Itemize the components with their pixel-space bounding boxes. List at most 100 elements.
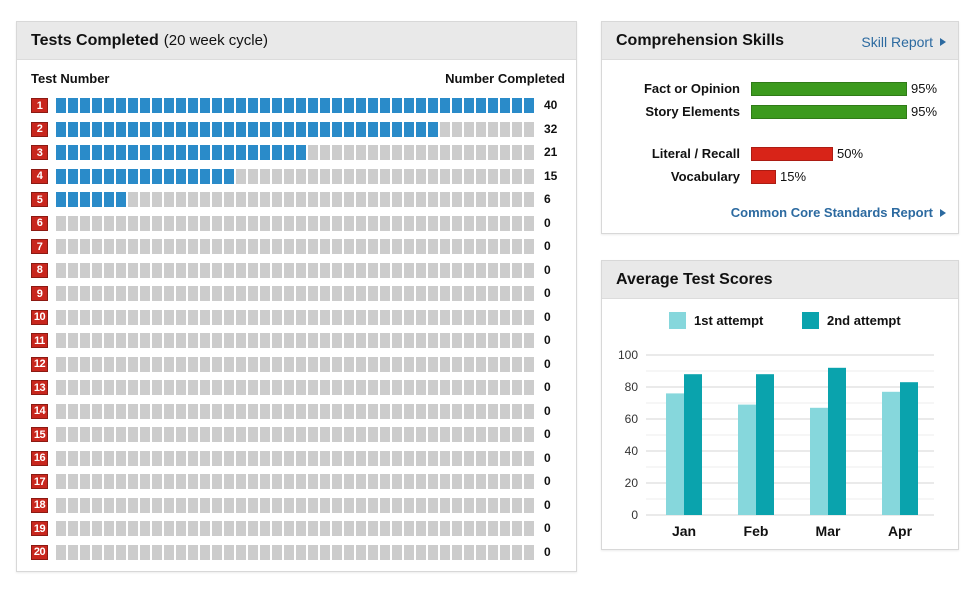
progress-cell-empty xyxy=(452,192,462,207)
progress-cell-empty xyxy=(92,450,102,466)
progress-cell-empty xyxy=(440,356,450,372)
progress-cell-empty xyxy=(140,286,150,301)
progress-cell-empty xyxy=(176,286,186,301)
progress-cell-empty xyxy=(116,309,126,325)
progress-cell-empty xyxy=(56,356,66,372)
progress-cell-filled xyxy=(284,121,294,137)
progress-cell-empty xyxy=(284,544,294,560)
progress-cell-filled xyxy=(116,192,126,207)
progress-cell-empty xyxy=(392,168,402,184)
progress-cell-filled xyxy=(188,168,198,184)
progress-cells xyxy=(56,239,534,254)
progress-cell-filled xyxy=(332,121,342,137)
progress-cell-empty xyxy=(488,309,498,325)
progress-cell-empty xyxy=(320,215,330,231)
progress-cell-filled xyxy=(200,168,210,184)
progress-cell-empty xyxy=(344,192,354,207)
progress-cell-empty xyxy=(476,192,486,207)
progress-cell-empty xyxy=(308,286,318,301)
progress-cell-empty xyxy=(392,544,402,560)
progress-cell-empty xyxy=(512,403,522,419)
progress-cell-empty xyxy=(476,450,486,466)
progress-cell-filled xyxy=(104,121,114,137)
progress-cell-filled xyxy=(236,121,246,137)
progress-cell-filled xyxy=(260,121,270,137)
progress-cell-empty xyxy=(524,333,534,348)
progress-cell-empty xyxy=(284,403,294,419)
progress-cell-empty xyxy=(56,286,66,301)
test-number-badge: 10 xyxy=(31,309,48,325)
progress-cell-empty xyxy=(440,497,450,513)
progress-cell-empty xyxy=(368,356,378,372)
progress-cell-filled xyxy=(176,145,186,160)
progress-cell-empty xyxy=(392,262,402,278)
progress-cell-empty xyxy=(380,521,390,536)
progress-cell-filled xyxy=(140,121,150,137)
progress-cell-empty xyxy=(284,192,294,207)
progress-cell-filled xyxy=(212,121,222,137)
progress-cell-empty xyxy=(176,239,186,254)
progress-cell-empty xyxy=(476,427,486,442)
progress-cell-empty xyxy=(488,286,498,301)
progress-cell-filled xyxy=(80,145,90,160)
progress-cell-empty xyxy=(200,427,210,442)
progress-cell-empty xyxy=(92,544,102,560)
progress-cell-empty xyxy=(344,497,354,513)
progress-cell-empty xyxy=(80,474,90,489)
progress-cell-empty xyxy=(488,544,498,560)
skill-bar xyxy=(751,105,907,119)
skill-percent: 95% xyxy=(911,104,938,119)
progress-cell-empty xyxy=(188,544,198,560)
progress-cell-empty xyxy=(236,168,246,184)
progress-cell-empty xyxy=(272,521,282,536)
progress-cell-empty xyxy=(140,521,150,536)
progress-cell-filled xyxy=(128,168,138,184)
skill-report-link[interactable]: Skill Report xyxy=(861,34,946,50)
progress-cell-empty xyxy=(428,521,438,536)
progress-cell-empty xyxy=(80,215,90,231)
progress-cell-filled xyxy=(128,121,138,137)
progress-cell-filled xyxy=(68,145,78,160)
progress-cell-empty xyxy=(56,333,66,348)
progress-cell-empty xyxy=(464,333,474,348)
skill-bar xyxy=(751,170,776,184)
progress-cell-empty xyxy=(488,145,498,160)
progress-cell-empty xyxy=(284,215,294,231)
progress-cell-empty xyxy=(128,286,138,301)
progress-cell-empty xyxy=(392,474,402,489)
progress-cell-empty xyxy=(200,521,210,536)
progress-cell-empty xyxy=(356,497,366,513)
progress-cell-filled xyxy=(80,192,90,207)
number-completed-value: 0 xyxy=(544,286,551,300)
progress-cell-empty xyxy=(200,309,210,325)
progress-cell-empty xyxy=(80,262,90,278)
progress-cell-empty xyxy=(452,450,462,466)
progress-cell-empty xyxy=(356,403,366,419)
tests-completed-header: Tests Completed (20 week cycle) xyxy=(17,22,576,60)
table-row: 15 0 xyxy=(31,426,571,450)
progress-cell-empty xyxy=(440,145,450,160)
progress-cell-empty xyxy=(152,286,162,301)
progress-cell-empty xyxy=(404,145,414,160)
average-test-scores-header: Average Test Scores xyxy=(602,261,958,299)
progress-cell-empty xyxy=(176,215,186,231)
test-number-badge: 19 xyxy=(31,521,48,536)
progress-cell-filled xyxy=(224,98,234,113)
progress-cell-empty xyxy=(116,427,126,442)
progress-cell-empty xyxy=(164,497,174,513)
progress-cell-empty xyxy=(248,403,258,419)
common-core-standards-report-link[interactable]: Common Core Standards Report xyxy=(731,205,946,220)
progress-cell-empty xyxy=(200,215,210,231)
progress-cell-filled xyxy=(284,145,294,160)
progress-cell-empty xyxy=(404,168,414,184)
progress-cell-empty xyxy=(296,215,306,231)
progress-cell-empty xyxy=(116,333,126,348)
progress-cell-empty xyxy=(368,145,378,160)
progress-cell-empty xyxy=(104,544,114,560)
progress-cell-empty xyxy=(308,262,318,278)
progress-cell-empty xyxy=(500,356,510,372)
progress-cell-empty xyxy=(68,262,78,278)
progress-cell-empty xyxy=(368,309,378,325)
progress-cell-empty xyxy=(524,192,534,207)
